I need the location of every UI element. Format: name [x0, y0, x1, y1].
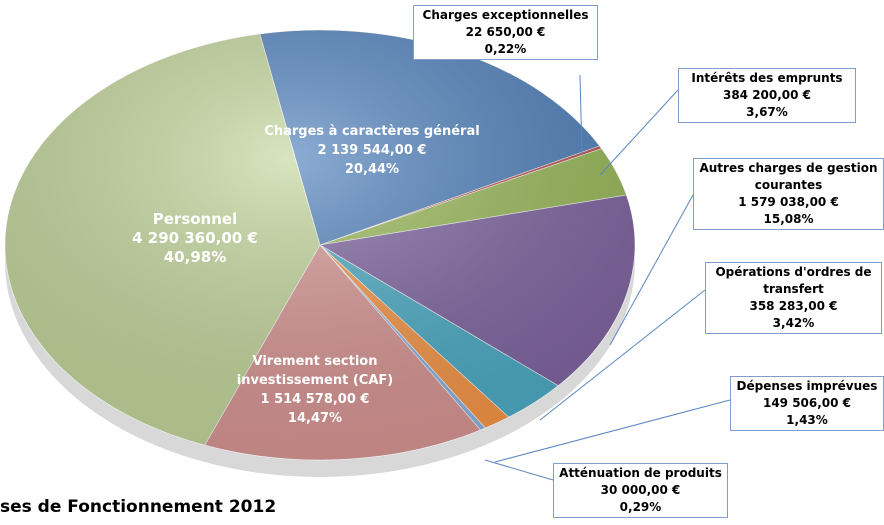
label-category: Charges à caractères général [264, 124, 480, 139]
data-label: Virement section investissement (CAF) 1 5… [225, 352, 405, 428]
leader-line [484, 459, 554, 481]
data-label: Intérêts des emprunts 384 200,00 € 3,67% [678, 68, 856, 123]
leader-line [599, 89, 679, 176]
label-percent: 40,98% [163, 248, 227, 266]
label-category: Atténuation de produits [559, 466, 722, 480]
label-amount: 358 283,00 € [749, 299, 838, 313]
label-category: Autres charges de gestion courantes [699, 161, 878, 192]
label-category: Opérations d'ordres de transfert [715, 265, 872, 296]
label-category: Dépenses imprévues [736, 379, 878, 393]
label-amount: 384 200,00 € [722, 88, 812, 102]
label-percent: 14,47% [287, 411, 343, 426]
data-label: Charges à caractères général 2 139 544,00… [262, 122, 482, 179]
label-percent: 3,67% [746, 105, 788, 119]
label-amount: 30 000,00 € [600, 483, 681, 497]
label-amount: 22 650,00 € [465, 25, 546, 39]
leader-line [494, 399, 731, 463]
data-label: Personnel 4 290 360,00 €40,98% [90, 210, 300, 267]
leader-line [609, 194, 694, 346]
label-amount: 4 290 360,00 € [132, 229, 258, 247]
label-amount: 1 579 038,00 € [738, 195, 839, 209]
label-amount: 2 139 544,00 € [317, 143, 427, 158]
leader-line [579, 74, 583, 156]
label-category: Personnel [152, 210, 238, 228]
label-percent: 0,29% [619, 500, 662, 514]
label-category: Intérêts des emprunts [691, 71, 843, 85]
label-percent: 1,43% [786, 413, 828, 427]
data-label: Charges exceptionnelles 22 650,00 € 0,22% [413, 5, 598, 60]
label-percent: 15,08% [763, 212, 814, 226]
leader-line [539, 289, 706, 421]
data-label: Dépenses imprévues 149 506,00 € 1,43% [730, 376, 884, 431]
chart-title: ses de Fonctionnement 2012 [0, 497, 277, 517]
label-percent: 0,22% [484, 42, 527, 56]
data-label: Atténuation de produits 30 000,00 € 0,29% [553, 463, 728, 518]
label-amount: 1 514 578,00 € [260, 392, 370, 407]
label-percent: 3,42% [772, 316, 815, 330]
data-label: Autres charges de gestion courantes 1 579… [693, 158, 884, 230]
label-percent: 20,44% [344, 162, 400, 177]
label-amount: 149 506,00 € [762, 396, 852, 410]
data-label: Opérations d'ordres de transfert 358 283,… [705, 262, 882, 334]
label-category: Virement section investissement (CAF) [236, 354, 394, 388]
label-category: Charges exceptionnelles [422, 8, 589, 22]
